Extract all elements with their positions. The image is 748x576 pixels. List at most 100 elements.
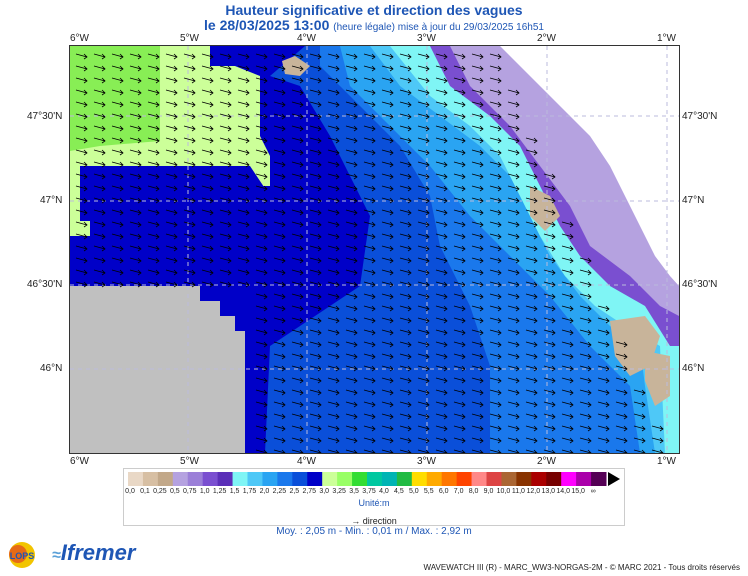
wave-direction-arrow (453, 53, 466, 60)
wave-direction-arrow (435, 209, 448, 216)
wave-direction-arrow (255, 305, 268, 312)
wave-direction-arrow (363, 149, 376, 156)
wave-direction-arrow (381, 257, 394, 264)
wave-direction-arrow (525, 221, 538, 228)
wave-direction-arrow (309, 125, 322, 132)
wave-direction-arrow (579, 437, 592, 444)
wave-direction-arrow (471, 125, 484, 132)
wave-direction-arrow (201, 233, 214, 240)
wave-direction-arrow (291, 293, 304, 300)
wave-direction-arrow (363, 449, 376, 453)
wave-direction-arrow (93, 137, 106, 144)
land (500, 46, 679, 286)
wave-direction-arrow (291, 173, 304, 180)
wave-direction-arrow (345, 257, 358, 264)
wave-direction-arrow (471, 389, 484, 396)
legend-tick-label: 1,5 (229, 488, 240, 495)
wave-direction-arrow (291, 137, 304, 144)
wave-direction-arrow (291, 233, 304, 240)
wave-direction-arrow (129, 65, 142, 72)
wave-direction-arrow (255, 353, 268, 360)
wave-height-map[interactable] (69, 45, 680, 454)
wave-direction-arrow (93, 173, 106, 180)
wave-direction-arrow (291, 53, 304, 60)
wave-direction-arrow (417, 281, 430, 288)
wave-direction-arrow (381, 437, 394, 444)
wave-direction-arrow (111, 101, 124, 108)
wave-direction-arrow (471, 269, 484, 276)
legend-tick-label: 15,0 (571, 488, 585, 495)
wave-direction-arrow (363, 161, 376, 168)
wave-direction-arrow (345, 401, 358, 408)
legend-color-cell (262, 472, 278, 486)
wave-direction-arrow (327, 149, 340, 156)
wave-direction-arrow (381, 449, 394, 453)
wave-direction-arrow (255, 89, 268, 96)
wave-direction-arrow (327, 173, 340, 180)
wave-direction-arrow (435, 401, 448, 408)
wave-direction-arrow (453, 185, 466, 192)
wave-direction-arrow (75, 101, 88, 108)
wave-direction-arrow (111, 125, 124, 132)
wave-direction-arrow (291, 125, 304, 132)
wave-direction-arrow (363, 233, 376, 240)
wave-direction-arrow (597, 437, 610, 444)
wave-direction-arrow (417, 341, 430, 348)
wave-direction-arrow (381, 77, 394, 84)
wave-direction-arrow (111, 197, 124, 204)
wave-direction-arrow (255, 197, 268, 204)
wave-direction-arrow (471, 425, 484, 432)
wave-direction-arrow (147, 281, 160, 288)
wave-direction-arrow (345, 449, 358, 453)
wave-direction-arrow (147, 221, 160, 228)
wave-direction-arrow (579, 317, 592, 324)
wave-direction-arrow (291, 161, 304, 168)
lon-tick-top: 3°W (417, 33, 436, 44)
legend-tick-label: 10,0 (496, 488, 511, 495)
wave-direction-arrow (291, 257, 304, 264)
wave-direction-arrow (165, 281, 178, 288)
wave-direction-arrow (75, 113, 88, 120)
wave-direction-arrow (381, 305, 394, 312)
wave-direction-arrow (201, 101, 214, 108)
legend-color-cell (367, 472, 383, 486)
wave-direction-arrow (543, 425, 556, 432)
wave-direction-arrow (525, 329, 538, 336)
legend-colorbar (128, 472, 620, 486)
map-title: Hauteur significative et direction des v… (225, 2, 523, 18)
wave-direction-arrow (111, 149, 124, 156)
wave-direction-arrow (75, 245, 88, 252)
wave-direction-arrow (507, 185, 520, 192)
wave-direction-arrow (273, 413, 286, 420)
wave-direction-arrow (525, 209, 538, 216)
wave-direction-arrow (327, 197, 340, 204)
wave-direction-arrow (597, 377, 610, 384)
legend-tick-label: 3,75 (362, 488, 376, 495)
wave-direction-arrow (453, 125, 466, 132)
wave-direction-arrow (417, 401, 430, 408)
svg-text:LOPS: LOPS (10, 551, 35, 561)
wave-direction-arrow (381, 209, 394, 216)
wave-direction-arrow (597, 365, 610, 372)
wave-direction-arrow (345, 389, 358, 396)
wave-direction-arrow (111, 281, 124, 288)
wave-direction-arrow (273, 77, 286, 84)
wave-direction-arrow (525, 389, 538, 396)
wave-direction-arrow (309, 413, 322, 420)
wave-direction-arrow (111, 257, 124, 264)
wave-direction-arrow (345, 341, 358, 348)
wave-direction-arrow (507, 101, 520, 108)
wave-direction-arrow (417, 317, 430, 324)
wave-direction-arrow (525, 413, 538, 420)
legend-color-cell (471, 472, 487, 486)
wave-direction-arrow (435, 65, 448, 72)
wave-direction-arrow (147, 89, 160, 96)
wave-direction-arrow (165, 113, 178, 120)
wave-direction-arrow (75, 233, 88, 240)
wave-direction-arrow (381, 365, 394, 372)
wave-direction-arrow (561, 449, 574, 453)
wave-direction-arrow (363, 113, 376, 120)
wave-direction-arrow (201, 137, 214, 144)
wave-direction-arrow (237, 137, 250, 144)
wave-direction-arrow (363, 209, 376, 216)
